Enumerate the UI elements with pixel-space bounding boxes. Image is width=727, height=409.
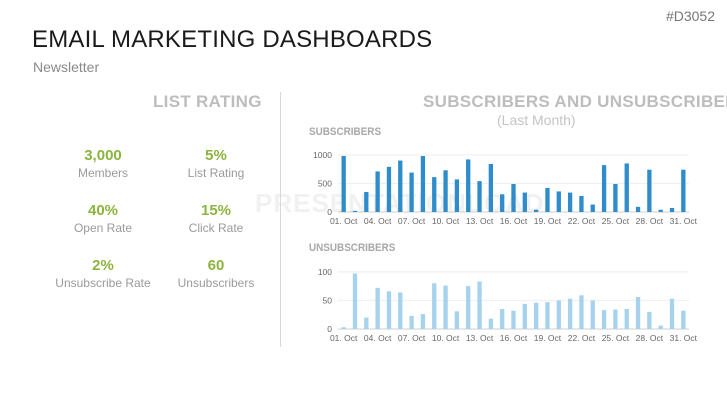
kpi-value: 60 <box>207 257 225 274</box>
bar <box>364 192 369 212</box>
slide-code: #D3052 <box>665 8 715 24</box>
bar <box>409 172 414 212</box>
kpi-unsubscribers: 60 Unsubscribers <box>151 257 281 291</box>
kpi-value: 3,000 <box>84 147 122 164</box>
subscribers-chart-title: SUBSCRIBERS <box>309 126 382 138</box>
x-tick-label: 28. Oct <box>636 216 664 226</box>
bar <box>432 177 437 212</box>
bar <box>556 191 561 212</box>
x-tick-label: 13. Oct <box>466 216 494 226</box>
x-tick-label: 04. Oct <box>364 216 392 226</box>
bar <box>477 181 482 212</box>
bar <box>601 165 607 212</box>
bar <box>522 192 527 212</box>
x-tick-label: 01. Oct <box>330 216 358 226</box>
bar <box>500 194 505 212</box>
kpi-list-rating: 5% List Rating <box>151 147 281 181</box>
section-divider <box>280 92 281 347</box>
page-title: EMAIL MARKETING DASHBOARDS <box>32 26 433 53</box>
bar <box>624 163 629 212</box>
bar <box>375 171 380 212</box>
bar <box>635 206 641 212</box>
bar <box>579 196 584 212</box>
kpi-value: 5% <box>205 147 227 164</box>
kpi-click-rate: 15% Click Rate <box>151 202 281 236</box>
bar <box>341 156 346 212</box>
kpi-open-rate: 40% Open Rate <box>38 202 168 236</box>
kpi-label: Unsubscribers <box>177 276 255 290</box>
x-tick-label: 25. Oct <box>602 216 630 226</box>
bar <box>466 159 471 212</box>
x-tick-label: 19. Oct <box>534 216 562 226</box>
bar <box>398 160 403 212</box>
bar <box>567 192 573 212</box>
kpi-value: 40% <box>87 202 119 219</box>
bar <box>681 169 686 212</box>
kpi-value: 2% <box>92 257 114 274</box>
bar <box>511 184 516 212</box>
list-rating-heading: LIST RATING <box>153 92 262 111</box>
kpi-label: Unsubscribe Rate <box>55 276 151 290</box>
y-tick-label: 0 <box>327 207 332 217</box>
charts-heading: SUBSCRIBERS AND UNSUBSCRIBERS <box>423 92 727 111</box>
bar <box>454 179 460 212</box>
bar <box>669 208 675 212</box>
bar <box>590 204 595 212</box>
bar <box>658 209 663 212</box>
bar <box>386 166 392 212</box>
y-tick-label: 500 <box>318 178 332 188</box>
bar <box>488 164 494 212</box>
x-tick-label: 22. Oct <box>568 216 596 226</box>
page-subtitle: Newsletter <box>33 59 100 75</box>
kpi-unsubscribe-rate: 2% Unsubscribe Rate <box>38 257 168 291</box>
x-tick-label: 31. Oct <box>670 216 698 226</box>
kpi-value: 15% <box>200 202 232 219</box>
kpi-members: 3,000 Members <box>38 147 168 181</box>
bar <box>533 209 539 212</box>
bar <box>545 188 550 212</box>
y-tick-label: 1000 <box>313 150 332 160</box>
kpi-label: List Rating <box>187 166 245 180</box>
unsubscribers-chart-title: UNSUBSCRIBERS <box>309 242 396 254</box>
bar <box>443 170 448 212</box>
bar <box>420 156 426 212</box>
x-tick-label: 16. Oct <box>500 216 528 226</box>
bar <box>613 184 618 212</box>
x-tick-label: 10. Oct <box>432 216 460 226</box>
charts-subheading: (Last Month) <box>497 112 576 128</box>
bar <box>352 210 358 212</box>
bar <box>647 169 652 212</box>
kpi-label: Click Rate <box>188 221 244 235</box>
kpi-label: Open Rate <box>73 221 133 235</box>
x-tick-label: 07. Oct <box>398 216 426 226</box>
kpi-label: Members <box>77 166 128 180</box>
